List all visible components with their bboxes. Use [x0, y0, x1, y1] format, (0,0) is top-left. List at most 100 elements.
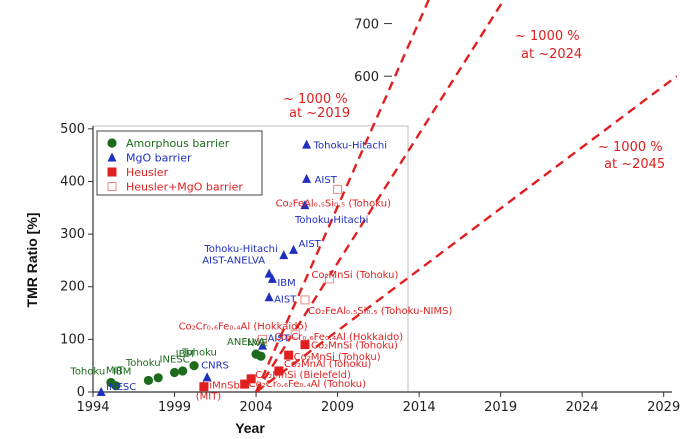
data-point — [258, 334, 268, 344]
extra-label: (MIT) — [196, 392, 222, 403]
y-tick-label: 400 — [60, 174, 85, 189]
projection-label: ~ 1000 % — [598, 140, 663, 155]
x-tick-label: 2019 — [484, 400, 517, 415]
data-point — [300, 200, 310, 210]
point-label: AIST — [268, 334, 291, 345]
point-label: Co₂MnSi (Bielefeld) — [255, 370, 351, 381]
point-label: Co₂FeAl₀.₅Si₀.₅ (Tohoku) — [276, 198, 391, 209]
point-label: AIST-ANELVA — [202, 256, 265, 267]
point-label: AIST — [315, 175, 338, 186]
x-tick-label: 2014 — [403, 400, 436, 415]
point-label: ANELVA — [227, 337, 265, 348]
x-tick-label: 1999 — [158, 400, 191, 415]
projection-label-year: at ~2045 — [604, 157, 665, 172]
legend-marker — [107, 182, 117, 191]
data-point — [300, 295, 310, 305]
projection-label: ~ 1000 % — [283, 92, 348, 107]
point-label: Tohoku-Hitachi — [294, 215, 368, 226]
axes: 1994 1999 2004 2009 2014 2019 2024 2029 0 100 200 3… — [24, 18, 680, 436]
point-label: IBM — [176, 349, 194, 360]
point-label: AIST — [299, 239, 322, 250]
y-tick-label: 200 — [60, 280, 85, 295]
data-point — [111, 381, 121, 391]
legend-box — [96, 130, 263, 196]
data-point — [256, 351, 266, 361]
data-point — [189, 361, 199, 371]
data-point — [143, 375, 154, 386]
point-label: Tohoku — [69, 367, 105, 378]
point-label: NiMnSb — [202, 381, 240, 392]
projection-line — [255, 75, 678, 393]
point-label: IBM — [277, 278, 295, 289]
data-point — [153, 373, 163, 383]
point-label: Co₂MnSi (Tohoku) — [294, 352, 381, 363]
data-point — [264, 292, 274, 302]
data-point — [333, 184, 343, 194]
data-point — [264, 268, 274, 278]
data-point — [302, 173, 312, 183]
data-points — [96, 139, 343, 396]
legend-entry: Heusler — [126, 166, 169, 179]
projection-line — [255, 0, 506, 393]
data-point — [169, 367, 180, 378]
data-point — [290, 329, 300, 339]
x-tick-label: 2024 — [566, 400, 599, 415]
y-tick-label: 300 — [60, 227, 85, 242]
legend-entry: Amorphous barrier — [126, 137, 230, 150]
point-label: Co₂FeAl₀.₅Si₀.₅ (Tohoku-NIMS) — [308, 306, 453, 317]
point-label: Tohoku — [125, 358, 161, 369]
point-label: AIST — [274, 294, 297, 305]
projection-line — [254, 0, 430, 393]
point-label: Co₂MnAl (Tohoku) — [284, 359, 372, 370]
x-axis-title: Year — [235, 420, 265, 436]
point-label: INESC — [160, 355, 190, 366]
point-label: INESC — [106, 382, 136, 393]
data-point — [240, 379, 250, 389]
y-tick-label-upper: 600 — [354, 70, 379, 85]
y-tick-label-upper: 700 — [354, 18, 379, 33]
y-axis-title: TMR Ratio [%] — [24, 213, 40, 308]
legend-marker — [107, 167, 117, 177]
data-point — [96, 387, 106, 396]
y-tick-label: 100 — [60, 332, 85, 347]
point-label: Co₂MnSi (Tohoku) — [311, 341, 398, 352]
point-label: Tohoku-Hitachi — [203, 244, 277, 255]
data-point — [258, 340, 268, 350]
point-label: NVE — [247, 338, 268, 349]
data-point — [274, 366, 284, 376]
projection-label: ~ 1000 % — [515, 29, 580, 44]
point-label: Tohoku-Hitachi — [313, 141, 387, 152]
projection-lines: ~ 1000 %at ~2019~ 1000 %at ~2024~ 1000 %… — [254, 0, 678, 393]
data-point — [199, 382, 209, 392]
data-point — [202, 372, 212, 382]
data-point — [289, 244, 299, 254]
y-tick-label: 0 — [77, 385, 85, 400]
legend-entry: Heusler+MgO barrier — [126, 181, 243, 194]
x-tick-label: 1994 — [76, 400, 109, 415]
data-point — [284, 350, 294, 360]
data-point — [300, 340, 310, 350]
projection-label-year: at ~2024 — [521, 47, 582, 62]
legend-marker — [107, 138, 117, 148]
point-label: Co₂Cr₀.₆Fe₀.₄Al (Hokkaido) — [179, 321, 308, 332]
x-tick-label: 2029 — [647, 400, 680, 415]
data-point — [324, 274, 334, 284]
data-point — [279, 250, 289, 260]
data-point — [178, 366, 188, 376]
legend-marker — [107, 152, 117, 162]
data-point — [267, 273, 277, 283]
data-point — [302, 139, 312, 149]
point-label: Tohoku — [181, 348, 217, 359]
legend-entry: MgO barrier — [126, 152, 192, 165]
point-label: Co₂MnSi (Tohoku) — [311, 270, 398, 281]
point-label: IBM — [113, 366, 131, 377]
projection-label-year: at ~2019 — [289, 106, 350, 121]
point-label: Co₂Cr₀.₆Fe₀.₄Al (Hokkaido) — [274, 332, 403, 343]
point-label: Co₂Cr₀.₆Fe₀.₄Al (Tohoku) — [249, 379, 366, 390]
point-label: CNRS — [201, 360, 229, 371]
x-tick-label: 2009 — [321, 400, 354, 415]
x-tick-label: 2004 — [240, 400, 273, 415]
